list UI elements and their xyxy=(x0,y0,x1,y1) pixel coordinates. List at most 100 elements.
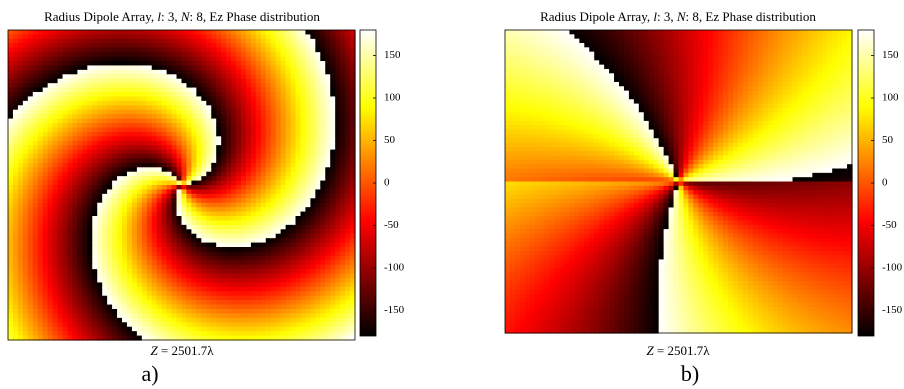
pixel xyxy=(290,109,297,115)
pixel xyxy=(141,207,148,213)
pixel xyxy=(161,224,168,230)
pixel xyxy=(72,264,78,270)
pixel xyxy=(186,273,193,279)
pixel xyxy=(290,189,297,195)
pixel xyxy=(345,100,351,106)
pixel xyxy=(191,56,197,62)
pixel xyxy=(22,286,29,292)
pixel xyxy=(67,278,74,284)
pixel xyxy=(350,114,356,120)
pixel xyxy=(310,30,316,36)
pixel xyxy=(57,105,64,111)
pixel xyxy=(335,171,341,177)
pixel xyxy=(97,61,103,67)
pixel xyxy=(37,131,44,137)
pixel xyxy=(250,224,257,230)
pixel xyxy=(102,149,108,155)
pixel xyxy=(295,278,302,284)
pixel xyxy=(122,92,128,98)
pixel xyxy=(117,255,123,261)
pixel xyxy=(280,69,287,75)
pixel xyxy=(57,242,64,248)
pixel xyxy=(112,56,118,62)
pixel xyxy=(52,242,59,248)
pixel xyxy=(335,295,341,301)
pixel xyxy=(330,295,336,301)
pixel xyxy=(37,313,44,319)
pixel xyxy=(335,87,341,93)
pixel xyxy=(335,207,341,213)
pixel xyxy=(206,87,212,93)
pixel xyxy=(122,109,128,115)
pixel xyxy=(17,185,24,191)
pixel xyxy=(22,83,29,89)
pixel xyxy=(240,154,247,160)
pixel xyxy=(201,105,207,111)
pixel xyxy=(250,313,257,319)
pixel xyxy=(176,273,183,279)
pixel xyxy=(345,105,351,111)
pixel xyxy=(131,114,138,120)
pixel xyxy=(156,313,163,319)
pixel xyxy=(87,304,93,310)
pixel xyxy=(8,242,14,248)
pixel xyxy=(295,52,302,58)
pixel xyxy=(285,56,292,62)
pixel xyxy=(245,278,252,284)
pixel xyxy=(131,295,138,301)
pixel xyxy=(131,264,138,270)
pixel xyxy=(171,149,178,155)
pixel xyxy=(505,211,511,217)
pixel xyxy=(340,207,346,213)
pixel xyxy=(47,158,54,164)
pixel xyxy=(57,114,64,120)
pixel xyxy=(240,87,247,93)
pixel xyxy=(186,278,193,284)
pixel xyxy=(87,74,93,80)
pixel xyxy=(255,69,262,75)
pixel xyxy=(221,238,227,244)
pixel xyxy=(8,180,14,186)
pixel xyxy=(280,202,287,208)
pixel xyxy=(156,326,163,332)
pixel xyxy=(216,56,222,62)
pixel xyxy=(146,83,153,89)
pixel xyxy=(226,83,232,89)
pixel xyxy=(345,198,351,204)
pixel xyxy=(340,176,346,182)
pixel xyxy=(102,193,108,199)
pixel xyxy=(97,105,103,111)
pixel xyxy=(226,43,232,49)
pixel xyxy=(156,278,163,284)
pixel xyxy=(141,322,148,328)
pixel xyxy=(255,304,262,310)
pixel xyxy=(196,56,202,62)
pixel xyxy=(290,158,297,164)
colorbar-tick-label: 100 xyxy=(384,92,401,104)
pixel xyxy=(146,278,153,284)
pixel xyxy=(62,171,69,177)
pixel xyxy=(156,83,163,89)
pixel xyxy=(126,300,133,306)
pixel xyxy=(22,127,29,133)
pixel xyxy=(236,247,242,253)
pixel xyxy=(505,237,511,243)
caption-part: = 2501.7λ xyxy=(158,343,215,358)
pixel xyxy=(67,118,74,124)
pixel xyxy=(325,273,331,279)
pixel xyxy=(221,123,227,129)
pixel xyxy=(82,105,88,111)
pixel xyxy=(201,180,207,186)
pixel xyxy=(12,127,19,133)
pixel xyxy=(8,38,14,44)
pixel xyxy=(82,233,88,239)
pixel xyxy=(330,286,336,292)
pixel xyxy=(231,105,237,111)
pixel xyxy=(161,131,168,137)
pixel xyxy=(221,202,227,208)
pixel xyxy=(62,238,69,244)
pixel xyxy=(345,176,351,182)
pixel xyxy=(315,216,321,222)
pixel xyxy=(166,162,173,168)
pixel xyxy=(171,92,178,98)
